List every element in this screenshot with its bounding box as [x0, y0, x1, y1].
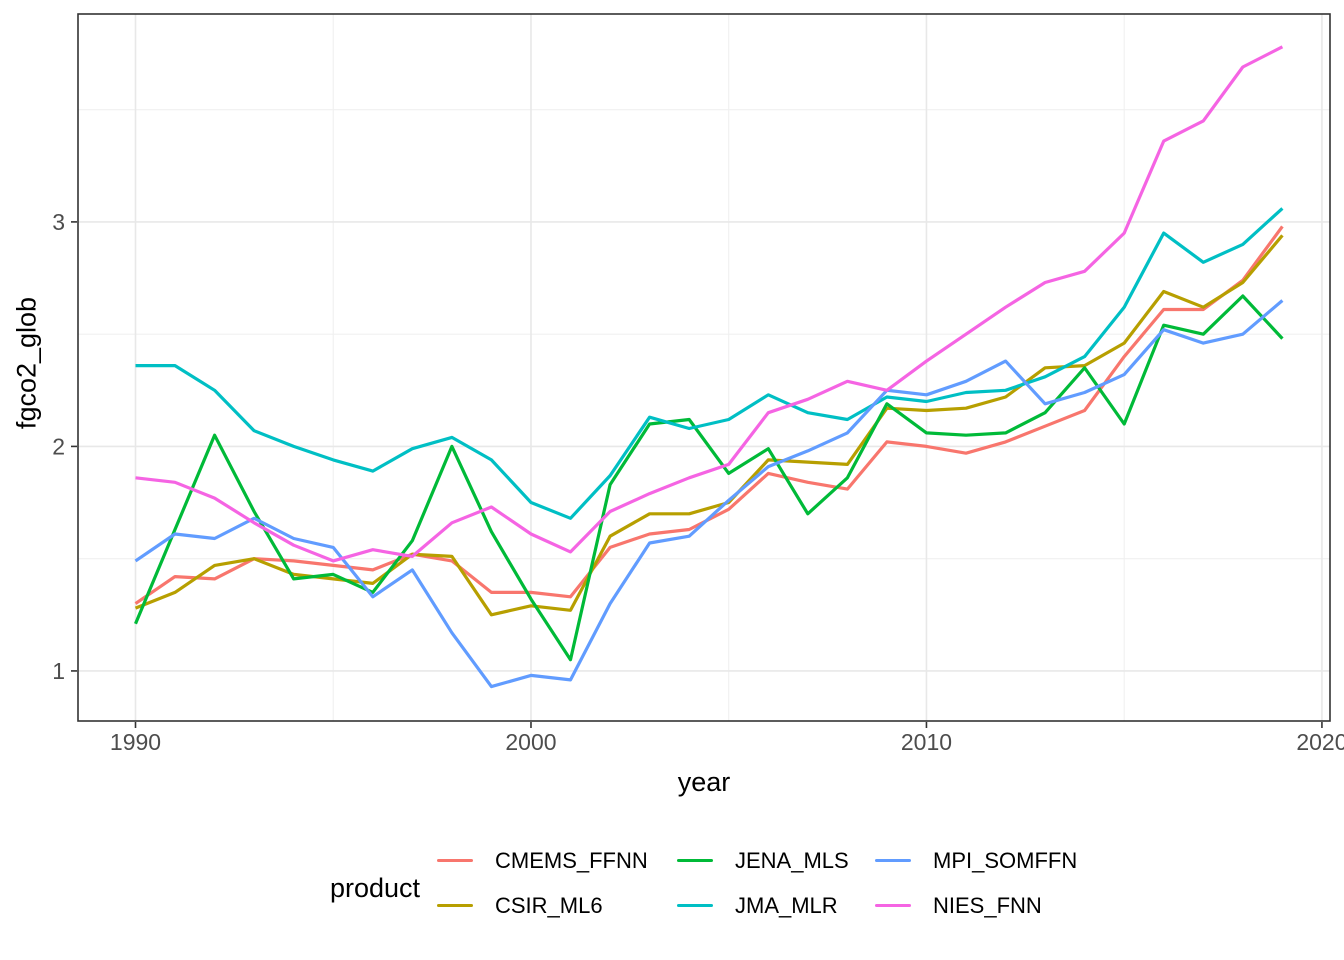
legend-key-line-CSIR_ML6: [437, 904, 473, 908]
panel-border: [77, 13, 1331, 722]
series-line-JMA_MLR: [135, 207, 1284, 520]
x-axis-title: year: [677, 767, 731, 797]
legend-key-line-JMA_MLR: [677, 904, 713, 908]
y-tick-label: 3: [52, 209, 65, 235]
y-tick-label: 1: [52, 658, 65, 684]
legend-item-label: JENA_MLS: [735, 848, 849, 873]
legend-item-label: CMEMS_FFNN: [495, 848, 648, 873]
series-line-CMEMS_FFNN: [134, 225, 1284, 605]
legend-item-label: CSIR_ML6: [495, 893, 603, 918]
series-line-CSIR_ML6: [134, 234, 1284, 617]
legend-title: product: [329, 873, 420, 903]
y-tick-label: 2: [52, 433, 65, 459]
y-axis-title: fgco2_glob: [11, 296, 42, 430]
series-line-JENA_MLS: [134, 294, 1284, 662]
legend-item-label: MPI_SOMFFN: [933, 848, 1078, 873]
legend-key-line-NIES_FNN: [875, 904, 911, 908]
plot-area: 1990 2000 2010 2020 1 2 3: [52, 13, 1344, 755]
x-tick-label: 1990: [110, 729, 161, 755]
legend-key-line-CMEMS_FFNN: [437, 859, 473, 863]
legend-item-label: JMA_MLR: [735, 893, 838, 918]
legend-item-label: NIES_FNN: [933, 893, 1042, 918]
series-line-NIES_FNN: [135, 45, 1284, 563]
legend-key-line-MPI_SOMFFN: [875, 859, 911, 863]
series-line-MPI_SOMFFN: [134, 299, 1284, 689]
x-tick-label: 2020: [1296, 729, 1344, 755]
x-tick-label: 2010: [901, 729, 952, 755]
x-tick-label: 2000: [505, 729, 556, 755]
legend-key-line-JENA_MLS: [677, 859, 713, 863]
